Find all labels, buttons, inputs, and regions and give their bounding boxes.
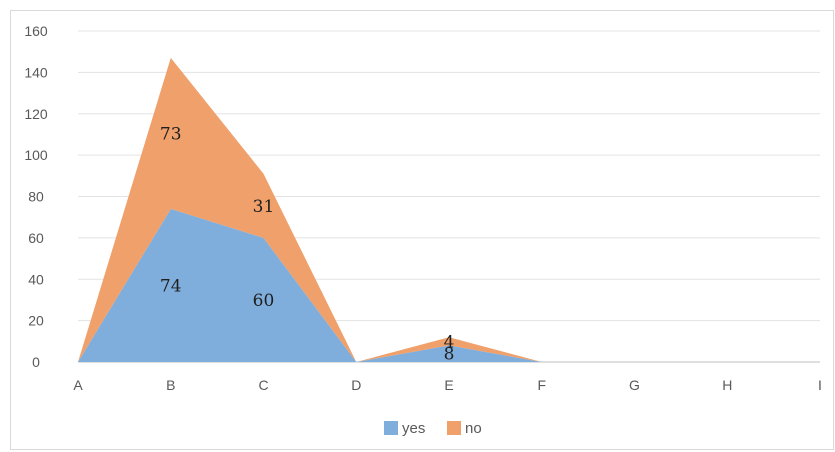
legend-swatch-no (447, 421, 461, 435)
data-labels: 74 60 8 73 31 4 (160, 124, 454, 364)
x-tick-label: B (166, 377, 175, 393)
x-tick-label: I (818, 377, 822, 393)
legend-label-no: no (465, 420, 482, 437)
area-no (78, 57, 820, 363)
x-tick-label: F (537, 377, 546, 393)
x-tick-label: E (444, 377, 453, 393)
data-label-no: 73 (160, 124, 182, 144)
y-tick-label: 0 (32, 354, 40, 370)
data-label-yes: 74 (160, 276, 182, 296)
y-axis-tick-labels: 0 20 40 60 80 100 120 140 160 (24, 23, 48, 370)
legend: yes no (384, 420, 482, 437)
data-label-no: 4 (444, 332, 455, 352)
x-tick-label: D (351, 377, 361, 393)
x-tick-label: G (629, 377, 640, 393)
x-tick-label: A (73, 377, 83, 393)
x-tick-label: C (258, 377, 268, 393)
x-axis-tick-labels: A B C D E F G H I (73, 377, 822, 393)
x-tick-label: H (722, 377, 732, 393)
y-tick-label: 80 (28, 189, 44, 205)
y-tick-label: 40 (28, 271, 44, 287)
y-tick-label: 140 (24, 64, 48, 80)
y-tick-label: 20 (28, 313, 44, 329)
y-tick-label: 160 (24, 23, 48, 39)
data-label-yes: 8 (444, 345, 455, 365)
legend-swatch-yes (384, 421, 398, 435)
area-yes (78, 208, 820, 362)
y-tick-label: 120 (24, 106, 48, 122)
y-tick-label: 100 (24, 147, 48, 163)
data-label-yes: 60 (253, 291, 275, 311)
legend-label-yes: yes (402, 420, 425, 437)
y-tick-label: 60 (28, 230, 44, 246)
data-label-no: 31 (253, 197, 275, 217)
area-series (78, 57, 820, 363)
